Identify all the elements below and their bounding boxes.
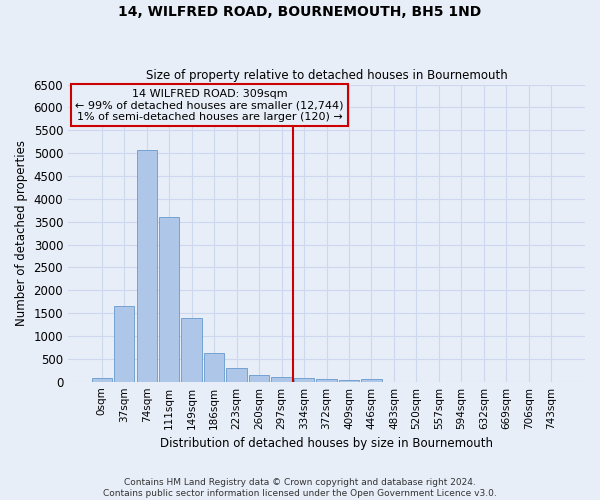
Bar bbox=[181, 318, 202, 382]
X-axis label: Distribution of detached houses by size in Bournemouth: Distribution of detached houses by size … bbox=[160, 437, 493, 450]
Bar bbox=[114, 306, 134, 382]
Bar bbox=[339, 380, 359, 382]
Text: 14 WILFRED ROAD: 309sqm  
← 99% of detached houses are smaller (12,744)
1% of se: 14 WILFRED ROAD: 309sqm ← 99% of detache… bbox=[76, 88, 344, 122]
Bar bbox=[316, 379, 337, 382]
Bar bbox=[271, 377, 292, 382]
Y-axis label: Number of detached properties: Number of detached properties bbox=[15, 140, 28, 326]
Text: 14, WILFRED ROAD, BOURNEMOUTH, BH5 1ND: 14, WILFRED ROAD, BOURNEMOUTH, BH5 1ND bbox=[118, 5, 482, 19]
Text: Contains HM Land Registry data © Crown copyright and database right 2024.
Contai: Contains HM Land Registry data © Crown c… bbox=[103, 478, 497, 498]
Bar bbox=[159, 217, 179, 382]
Bar bbox=[249, 374, 269, 382]
Bar bbox=[137, 150, 157, 382]
Title: Size of property relative to detached houses in Bournemouth: Size of property relative to detached ho… bbox=[146, 69, 508, 82]
Bar bbox=[92, 378, 112, 382]
Bar bbox=[204, 354, 224, 382]
Bar bbox=[226, 368, 247, 382]
Bar bbox=[361, 379, 382, 382]
Bar bbox=[294, 378, 314, 382]
